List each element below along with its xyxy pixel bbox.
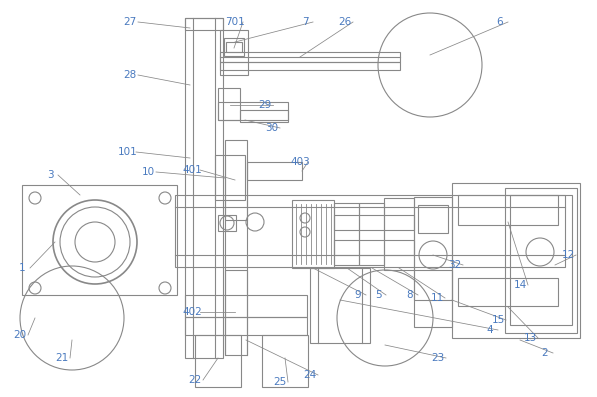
Text: 11: 11 [430, 293, 444, 303]
Text: 403: 403 [290, 157, 310, 167]
Text: 14: 14 [513, 280, 527, 290]
Bar [195, 335, 241, 387]
Bar [384, 198, 414, 270]
Text: 8: 8 [407, 290, 413, 300]
Bar [418, 205, 448, 233]
Text: 101: 101 [118, 147, 138, 157]
Bar [218, 102, 288, 120]
Text: 5: 5 [375, 290, 381, 300]
Text: 27: 27 [124, 17, 137, 27]
Bar [334, 240, 414, 255]
Text: 12: 12 [561, 250, 575, 260]
Bar [224, 38, 244, 56]
Text: 24: 24 [303, 370, 316, 380]
Text: 13: 13 [524, 333, 537, 343]
Text: 7: 7 [301, 17, 308, 27]
Bar [185, 317, 307, 335]
Bar [225, 140, 247, 220]
Bar [226, 42, 242, 52]
Bar [334, 215, 414, 230]
Text: 32: 32 [448, 260, 461, 270]
Bar [292, 200, 334, 268]
Text: 4: 4 [487, 325, 493, 335]
Bar [458, 278, 558, 306]
Bar [359, 203, 384, 265]
Bar [414, 197, 452, 327]
Text: 402: 402 [182, 307, 202, 317]
Text: 6: 6 [497, 17, 503, 27]
Bar [218, 88, 240, 120]
Bar [22, 185, 177, 295]
Text: 10: 10 [141, 167, 155, 177]
Bar [240, 110, 288, 122]
Bar [220, 52, 400, 62]
Text: 28: 28 [124, 70, 137, 80]
Bar [185, 18, 223, 30]
Text: 29: 29 [259, 100, 272, 110]
Text: 701: 701 [225, 17, 245, 27]
Bar [185, 18, 223, 358]
Text: 401: 401 [182, 165, 202, 175]
Text: 2: 2 [541, 348, 548, 358]
Bar [247, 162, 302, 180]
Text: 23: 23 [432, 353, 445, 363]
Bar [262, 335, 308, 387]
Bar [505, 188, 577, 333]
Bar [215, 155, 245, 200]
Text: 25: 25 [273, 377, 287, 387]
Bar [458, 195, 558, 225]
Text: 30: 30 [266, 123, 279, 133]
Text: 20: 20 [14, 330, 26, 340]
Bar [220, 30, 248, 75]
Bar [225, 270, 247, 355]
Bar [334, 203, 359, 265]
Bar [218, 215, 236, 231]
Text: 3: 3 [47, 170, 53, 180]
Bar [510, 195, 572, 325]
Text: 9: 9 [355, 290, 361, 300]
Text: 22: 22 [189, 375, 202, 385]
Bar [414, 270, 452, 300]
Text: 26: 26 [338, 17, 352, 27]
Text: 15: 15 [491, 315, 504, 325]
Text: 1: 1 [19, 263, 25, 273]
Bar [175, 195, 565, 267]
Bar [452, 183, 580, 338]
Bar [220, 62, 400, 70]
Text: 21: 21 [56, 353, 69, 363]
Bar [185, 295, 307, 317]
Bar [310, 268, 370, 343]
